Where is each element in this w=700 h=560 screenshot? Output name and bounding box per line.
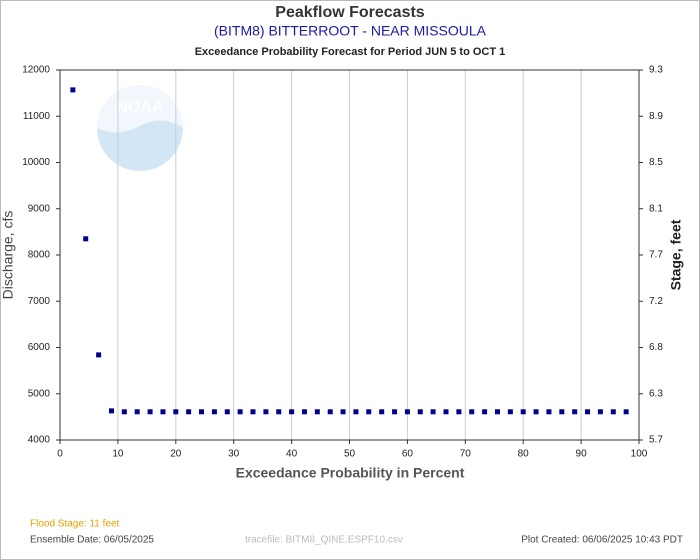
point — [507, 409, 513, 415]
y-tick-label: 9000 — [28, 203, 51, 214]
point — [585, 409, 591, 415]
point — [147, 409, 153, 415]
point — [237, 409, 243, 415]
point — [224, 409, 230, 415]
logo-text: NOAA — [116, 99, 164, 116]
y2-tick-label: 7.7 — [649, 250, 663, 261]
point — [520, 409, 526, 415]
x-tick-label: 0 — [57, 449, 63, 460]
point — [108, 408, 114, 414]
y2-axis-label: Stage, feet — [668, 219, 684, 290]
y2-tick-label: 7.2 — [649, 296, 663, 307]
point — [610, 409, 616, 415]
y2-tick-label: 8.9 — [649, 111, 663, 122]
y-tick-label: 7000 — [28, 296, 51, 307]
y2-tick-label: 6.8 — [649, 342, 663, 353]
point — [379, 409, 385, 415]
y2-tick-label: 8.1 — [649, 203, 663, 214]
point — [173, 409, 179, 415]
x-axis-label: Exceedance Probability in Percent — [236, 465, 465, 481]
point — [366, 409, 372, 415]
point — [263, 409, 269, 415]
point — [392, 409, 398, 415]
x-tick-label: 50 — [344, 449, 356, 460]
point — [597, 409, 603, 415]
point — [559, 409, 565, 415]
point — [70, 87, 76, 93]
tracefile: tracefile: BITM8_QINE.ESPF10.csv — [245, 535, 403, 546]
point — [572, 409, 578, 415]
x-tick-label: 90 — [576, 449, 588, 460]
point — [83, 236, 89, 242]
x-tick-label: 80 — [518, 449, 530, 460]
point — [121, 409, 127, 415]
point — [160, 409, 166, 415]
y2-tick-label: 5.7 — [649, 435, 663, 446]
point — [404, 409, 410, 415]
point — [456, 409, 462, 415]
point — [482, 409, 488, 415]
y-tick-label: 12000 — [22, 65, 50, 76]
point — [134, 409, 140, 415]
x-tick-label: 60 — [402, 449, 414, 460]
chart-description: Exceedance Probability Forecast for Peri… — [195, 46, 506, 58]
y-tick-label: 10000 — [22, 157, 50, 168]
x-tick-label: 70 — [460, 449, 472, 460]
plot-border — [59, 69, 640, 441]
point — [533, 409, 539, 415]
logo: NOAA — [97, 85, 183, 171]
point — [443, 409, 449, 415]
point — [289, 409, 295, 415]
point — [353, 409, 359, 415]
point — [327, 409, 333, 415]
point — [314, 409, 320, 415]
point — [250, 409, 256, 415]
y-tick-label: 11000 — [23, 111, 51, 122]
y-tick-label: 4000 — [28, 435, 51, 446]
point — [494, 409, 500, 415]
x-tick-label: 30 — [228, 449, 240, 460]
plot-created: Plot Created: 06/06/2025 10:43 PDT — [521, 535, 683, 546]
chart-title: Peakflow Forecasts — [275, 4, 425, 21]
chart-subtitle: (BITM8) BITTERROOT - NEAR MISSOULA — [214, 23, 487, 39]
point — [301, 409, 307, 415]
point — [186, 409, 192, 415]
y2-tick-label: 6.3 — [649, 388, 663, 399]
point — [340, 409, 346, 415]
point — [469, 409, 475, 415]
y-tick-label: 8000 — [28, 250, 51, 261]
x-tick-label: 40 — [286, 449, 298, 460]
point — [430, 409, 436, 415]
flood-stage: Flood Stage: 11 feet — [30, 519, 120, 530]
x-tick-label: 10 — [112, 449, 124, 460]
y-tick-label: 5000 — [28, 388, 51, 399]
point — [96, 352, 102, 358]
y2-tick-label: 8.5 — [649, 157, 663, 168]
point — [417, 409, 423, 415]
y-tick-label: 6000 — [28, 342, 51, 353]
x-tick-label: 100 — [631, 449, 648, 460]
y2-tick-label: 9.3 — [649, 65, 663, 76]
point — [276, 409, 282, 415]
y-axis-label: Discharge, cfs — [0, 211, 16, 300]
point — [211, 409, 217, 415]
point — [199, 409, 205, 415]
x-tick-label: 20 — [170, 449, 182, 460]
point — [546, 409, 552, 415]
point — [623, 409, 629, 415]
ensemble-date: Ensemble Date: 06/05/2025 — [30, 535, 154, 546]
